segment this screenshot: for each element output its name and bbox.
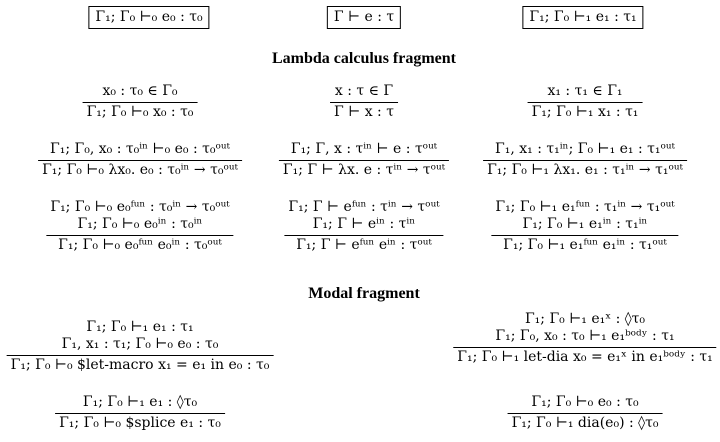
rule-app1-bar (491, 235, 679, 236)
rule-var0: x₀ : τ₀ ∈ Γ₀ Γ₁; Γ₀ ⊢₀ x₀ : τ₀ (82, 80, 198, 121)
rule-abs0-conclusion: Γ₁; Γ₀ ⊢₀ λx₀. e₀ : τ₀ⁱⁿ → τ₀ᵒᵘᵗ (42, 162, 238, 178)
rule-abs-premise: Γ₁; Γ, x : τⁱⁿ ⊢ e : τᵒᵘᵗ (290, 141, 438, 157)
rule-app-premise-2: Γ₁; Γ ⊢ eⁱⁿ : τⁱⁿ (312, 216, 416, 232)
rule-var-premise: x : τ ∈ Γ (334, 83, 394, 99)
section-title-modal: Modal fragment (308, 285, 420, 302)
rule-dia-premise: Γ₁; Γ₀ ⊢₀ e₀ : τ₀ (531, 394, 639, 410)
rule-app1-premise-1: Γ₁; Γ₀ ⊢₁ e₁ᶠᵘⁿ : τ₁ⁱⁿ → τ₁ᵒᵘᵗ (495, 199, 675, 215)
judgment-plain: Γ ⊢ e : τ (333, 9, 395, 25)
rule-var0-bar (82, 102, 198, 103)
rule-splice: Γ₁; Γ₀ ⊢₁ e₁ : ◊τ₀ Γ₁; Γ₀ ⊢₀ $splice e₁ … (55, 391, 225, 432)
rule-var1: x₁ : τ₁ ∈ Γ₁ Γ₁; Γ₀ ⊢₁ x₁ : τ₁ (527, 80, 643, 121)
rule-app1: Γ₁; Γ₀ ⊢₁ e₁ᶠᵘⁿ : τ₁ⁱⁿ → τ₁ᵒᵘᵗ Γ₁; Γ₀ ⊢₁… (491, 196, 679, 254)
rule-splice-premise: Γ₁; Γ₀ ⊢₁ e₁ : ◊τ₀ (82, 394, 198, 410)
rule-abs1: Γ₁, x₁ : τ₁ⁱⁿ; Γ₀ ⊢₁ e₁ : τ₁ᵒᵘᵗ Γ₁; Γ₀ ⊢… (483, 138, 687, 179)
rule-letmacro-bar (6, 355, 274, 356)
rule-letmacro-premise-1: Γ₁; Γ₀ ⊢₁ e₁ : τ₁ (86, 319, 194, 335)
rule-var0-premise: x₀ : τ₀ ∈ Γ₀ (102, 83, 178, 99)
rule-app0-premise-1: Γ₁; Γ₀ ⊢₀ e₀ᶠᵘⁿ : τ₀ⁱⁿ → τ₀ᵒᵘᵗ (50, 199, 230, 215)
rule-abs0-bar (38, 160, 242, 161)
rule-dia-bar (507, 413, 663, 414)
rule-letmacro: Γ₁; Γ₀ ⊢₁ e₁ : τ₁ Γ₁, x₁ : τ₁; Γ₀ ⊢₀ e₀ … (6, 316, 274, 374)
rule-abs0-premise: Γ₁; Γ₀, x₀ : τ₀ⁱⁿ ⊢₀ e₀ : τ₀ᵒᵘᵗ (50, 141, 230, 157)
judgment-stage0-box: Γ₁; Γ₀ ⊢₀ e₀ : τ₀ (88, 6, 210, 29)
rule-var1-bar (527, 102, 643, 103)
rule-var-conclusion: Γ ⊢ x : τ (334, 104, 394, 120)
rule-splice-bar (55, 413, 225, 414)
rule-app0: Γ₁; Γ₀ ⊢₀ e₀ᶠᵘⁿ : τ₀ⁱⁿ → τ₀ᵒᵘᵗ Γ₁; Γ₀ ⊢₀… (46, 196, 234, 254)
rule-letdia-premise-1: Γ₁; Γ₀ ⊢₁ e₁ˣ : ◊τ₀ (524, 311, 646, 327)
rule-app-bar (284, 235, 444, 236)
rule-abs1-bar (483, 160, 687, 161)
rule-var-bar (330, 102, 398, 103)
rule-splice-conclusion: Γ₁; Γ₀ ⊢₀ $splice e₁ : τ₀ (59, 415, 221, 431)
rule-app0-bar (46, 235, 234, 236)
section-title-lambda: Lambda calculus fragment (272, 50, 456, 67)
rule-letmacro-premise-2: Γ₁, x₁ : τ₁; Γ₀ ⊢₀ e₀ : τ₀ (61, 336, 219, 352)
rule-abs-bar (278, 160, 450, 161)
rule-app1-conclusion: Γ₁; Γ₀ ⊢₁ e₁ᶠᵘⁿ e₁ⁱⁿ : τ₁ᵒᵘᵗ (503, 237, 667, 253)
rule-app-conclusion: Γ₁; Γ ⊢ eᶠᵘⁿ eⁱⁿ : τᵒᵘᵗ (296, 237, 432, 253)
judgment-stage1-box: Γ₁; Γ₀ ⊢₁ e₁ : τ₁ (522, 6, 644, 29)
rule-letmacro-conclusion: Γ₁; Γ₀ ⊢₀ $let-macro x₁ = e₁ in e₀ : τ₀ (10, 357, 270, 373)
rule-var1-conclusion: Γ₁; Γ₀ ⊢₁ x₁ : τ₁ (531, 104, 639, 120)
rule-app1-premise-2: Γ₁; Γ₀ ⊢₁ e₁ⁱⁿ : τ₁ⁱⁿ (522, 216, 648, 232)
rule-abs: Γ₁; Γ, x : τⁱⁿ ⊢ e : τᵒᵘᵗ Γ₁; Γ ⊢ λx. e … (278, 138, 450, 179)
rule-var: x : τ ∈ Γ Γ ⊢ x : τ (330, 80, 398, 121)
rule-app0-premise-2: Γ₁; Γ₀ ⊢₀ e₀ⁱⁿ : τ₀ⁱⁿ (77, 216, 203, 232)
rule-app: Γ₁; Γ ⊢ eᶠᵘⁿ : τⁱⁿ → τᵒᵘᵗ Γ₁; Γ ⊢ eⁱⁿ : … (284, 196, 444, 254)
rule-abs1-conclusion: Γ₁; Γ₀ ⊢₁ λx₁. e₁ : τ₁ⁱⁿ → τ₁ᵒᵘᵗ (487, 162, 683, 178)
rule-dia: Γ₁; Γ₀ ⊢₀ e₀ : τ₀ Γ₁; Γ₀ ⊢₁ dia(e₀) : ◊τ… (507, 391, 663, 432)
rule-dia-conclusion: Γ₁; Γ₀ ⊢₁ dia(e₀) : ◊τ₀ (511, 415, 659, 431)
rule-abs0: Γ₁; Γ₀, x₀ : τ₀ⁱⁿ ⊢₀ e₀ : τ₀ᵒᵘᵗ Γ₁; Γ₀ ⊢… (38, 138, 242, 179)
judgment-stage0: Γ₁; Γ₀ ⊢₀ e₀ : τ₀ (95, 9, 203, 25)
rule-abs1-premise: Γ₁, x₁ : τ₁ⁱⁿ; Γ₀ ⊢₁ e₁ : τ₁ᵒᵘᵗ (495, 141, 675, 157)
rule-letdia-premise-2: Γ₁; Γ₀, x₀ : τ₀ ⊢₁ e₁ᵇᵒᵈʸ : τ₁ (495, 328, 675, 344)
rule-abs-conclusion: Γ₁; Γ ⊢ λx. e : τⁱⁿ → τᵒᵘᵗ (282, 162, 446, 178)
rule-var1-premise: x₁ : τ₁ ∈ Γ₁ (547, 83, 623, 99)
judgment-stage1: Γ₁; Γ₀ ⊢₁ e₁ : τ₁ (529, 9, 637, 25)
rule-app0-conclusion: Γ₁; Γ₀ ⊢₀ e₀ᶠᵘⁿ e₀ⁱⁿ : τ₀ᵒᵘᵗ (58, 237, 222, 253)
rule-var0-conclusion: Γ₁; Γ₀ ⊢₀ x₀ : τ₀ (86, 104, 194, 120)
rule-letdia-conclusion: Γ₁; Γ₀ ⊢₁ let-dia x₀ = e₁ˣ in e₁ᵇᵒᵈʸ : τ… (457, 349, 713, 365)
rule-letdia-bar (453, 347, 717, 348)
rule-letdia: Γ₁; Γ₀ ⊢₁ e₁ˣ : ◊τ₀ Γ₁; Γ₀, x₀ : τ₀ ⊢₁ e… (453, 308, 717, 366)
rule-app-premise-1: Γ₁; Γ ⊢ eᶠᵘⁿ : τⁱⁿ → τᵒᵘᵗ (288, 199, 440, 215)
judgment-plain-box: Γ ⊢ e : τ (326, 6, 402, 29)
